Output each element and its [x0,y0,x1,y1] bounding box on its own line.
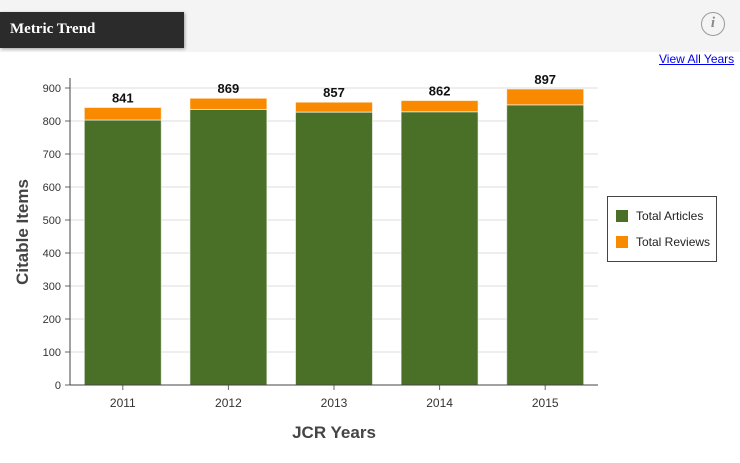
metric-trend-tab[interactable]: Metric Trend [0,12,184,48]
y-tick-label: 0 [55,380,61,392]
x-tick-label: 2011 [110,396,136,410]
x-tick-label: 2012 [215,396,242,410]
y-tick-label: 800 [43,116,61,128]
chart-legend: Total Articles Total Reviews [607,196,717,262]
bar-articles [295,111,373,386]
y-tick-label: 200 [43,314,61,326]
info-icon[interactable]: i [701,12,725,36]
y-tick-label: 700 [43,149,61,161]
legend-label-articles: Total Articles [636,209,704,223]
tab-title: Metric Trend [10,21,96,37]
y-tick-label: 500 [43,215,61,227]
y-tick-label: 300 [43,281,61,293]
bar-reviews [400,100,479,113]
bar-articles [189,108,268,386]
bar-articles [83,119,162,386]
y-tick-label: 100 [43,347,61,359]
legend-swatch-reviews [616,236,628,248]
bar-articles [400,111,479,386]
bar-articles [506,104,585,386]
x-tick-label: 2015 [532,396,559,410]
x-axis-title: JCR Years [292,423,376,442]
y-tick-label: 900 [43,83,61,95]
total-label: 869 [218,81,240,96]
bar-reviews [83,106,162,121]
total-label: 862 [429,84,451,99]
total-label: 841 [112,90,134,105]
legend-swatch-articles [616,210,628,222]
y-tick-label: 400 [43,248,61,260]
bar-reviews [189,97,268,110]
y-tick-label: 600 [43,182,61,194]
bar-reviews [506,88,585,106]
total-label: 857 [323,85,345,100]
bar-reviews [295,101,373,113]
y-axis-title: Citable Items [13,179,32,285]
legend-label-reviews: Total Reviews [636,235,711,249]
x-tick-label: 2013 [321,396,348,410]
total-label: 897 [534,72,556,87]
view-all-years-link[interactable]: View All Years [659,52,735,66]
x-tick-label: 2014 [426,396,453,410]
